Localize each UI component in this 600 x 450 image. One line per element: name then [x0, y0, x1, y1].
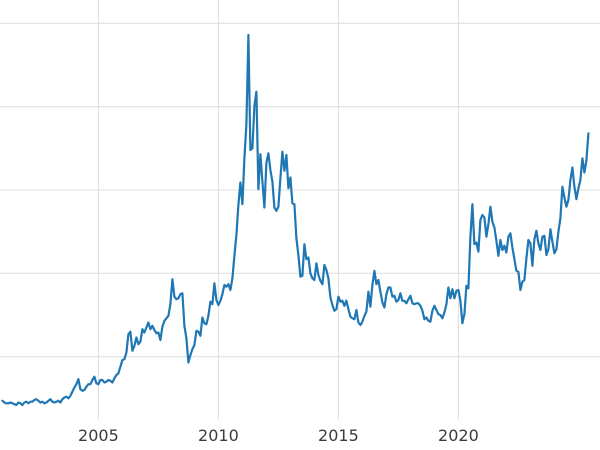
x-tick-label: 2020	[438, 426, 479, 445]
price-line-series	[1, 33, 590, 407]
x-tick-label: 2015	[318, 426, 359, 445]
x-tick-label: 2005	[78, 426, 119, 445]
x-tick-label: 2010	[198, 426, 239, 445]
x-axis-tick-labels: 2005 2010 2015 2020	[78, 426, 479, 445]
